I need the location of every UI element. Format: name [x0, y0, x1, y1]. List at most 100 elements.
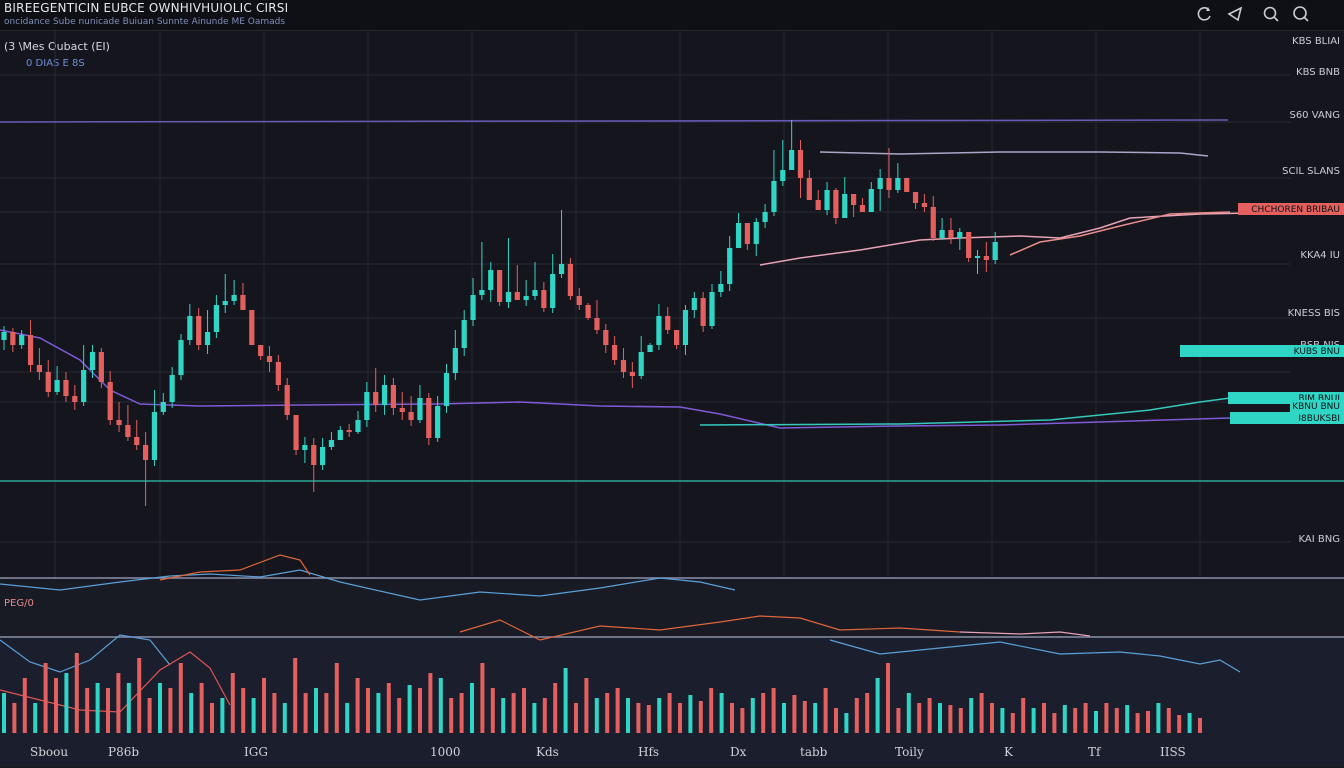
- volume-bar: [979, 693, 984, 733]
- candle-body: [532, 290, 538, 296]
- candle: [45, 360, 51, 397]
- volume-bar: [54, 678, 58, 733]
- candle-body: [567, 264, 573, 296]
- overlay-line: [819, 151, 1209, 157]
- candle-body: [877, 178, 883, 189]
- candle-body: [505, 292, 512, 302]
- price-tag-bg: [1180, 345, 1344, 357]
- volume-bar: [730, 703, 734, 733]
- candle: [160, 393, 166, 415]
- volume-bar: [64, 673, 69, 733]
- volume-bar: [43, 663, 48, 733]
- candle: [939, 218, 945, 240]
- candle: [762, 204, 768, 228]
- candle-body: [550, 274, 556, 308]
- candle: [408, 396, 414, 426]
- volume-bar: [678, 703, 682, 733]
- candle-body: [320, 447, 326, 465]
- volume-bar: [823, 688, 828, 733]
- volume-bar: [95, 683, 100, 733]
- candle: [957, 228, 963, 250]
- volume-bar: [553, 683, 558, 733]
- volume-bar: [106, 688, 110, 733]
- candle-body: [134, 437, 140, 445]
- candle-body: [231, 295, 237, 301]
- candle-body: [443, 373, 450, 406]
- candle-body: [19, 335, 25, 345]
- volume-bar: [844, 713, 849, 733]
- volume-bar: [542, 698, 547, 733]
- volume-bar: [449, 698, 454, 733]
- volume-bar: [490, 688, 495, 733]
- volume-bar: [1135, 713, 1140, 733]
- candle: [851, 194, 857, 217]
- candle: [558, 210, 565, 278]
- volume-bar: [178, 663, 183, 733]
- candle-body: [426, 398, 432, 438]
- candle-body: [54, 380, 60, 392]
- volume-bar: [1114, 708, 1119, 733]
- candle-body: [603, 330, 609, 345]
- top-bar: BIREEGENTICIN EUBCE OWNHIVHUIOLIC CIRSI …: [0, 0, 1344, 31]
- candle-body: [895, 178, 901, 190]
- candles: [1, 120, 998, 506]
- draw-icon[interactable]: [1226, 5, 1244, 23]
- volume-bar: [282, 703, 287, 733]
- overlay-line: [0, 329, 1290, 429]
- volume-bar: [470, 683, 474, 733]
- candle-body: [904, 178, 910, 192]
- candle: [921, 194, 927, 212]
- candle: [797, 140, 804, 198]
- candle: [355, 411, 361, 434]
- indicator-line: [0, 634, 171, 673]
- candle: [966, 232, 972, 262]
- candle: [452, 330, 458, 380]
- candle: [727, 236, 733, 291]
- candle: [682, 305, 689, 355]
- volume-bar: [1146, 711, 1150, 733]
- candle-body: [833, 190, 839, 218]
- candle-body: [612, 345, 618, 360]
- candle: [709, 284, 715, 329]
- search-icon[interactable]: [1262, 5, 1280, 23]
- zoom-icon[interactable]: [1292, 5, 1310, 23]
- candle-body: [930, 207, 936, 238]
- volume-bar: [199, 683, 204, 733]
- volume-bar: [906, 693, 911, 733]
- candle: [98, 348, 104, 388]
- volume-bar: [2, 693, 6, 733]
- volume-bar: [938, 703, 942, 733]
- indicator-line: [959, 631, 1091, 637]
- volume-bar: [990, 703, 994, 733]
- candle-body: [461, 320, 467, 348]
- volume-bar: [667, 693, 672, 733]
- volume-bar: [532, 703, 537, 733]
- volume-bar: [1104, 703, 1109, 733]
- candle: [700, 292, 706, 332]
- candle-body: [435, 406, 441, 438]
- candle-body: [744, 223, 750, 244]
- volume-bar: [1125, 705, 1130, 733]
- x-axis-tick: 1000: [430, 745, 461, 759]
- volume-bar: [563, 668, 568, 733]
- candle-body: [346, 430, 352, 432]
- price-tag: KBNU BNU: [1290, 400, 1344, 412]
- candle: [674, 330, 680, 349]
- volume-bar: [428, 673, 433, 733]
- candle: [178, 334, 184, 380]
- volume-bar: [740, 708, 745, 733]
- candle: [196, 308, 202, 350]
- candle-body: [948, 230, 954, 238]
- candle-body: [355, 420, 361, 432]
- candle: [328, 432, 335, 450]
- candle-body: [381, 385, 388, 405]
- volume-bar: [1166, 708, 1171, 733]
- candle-body: [983, 256, 989, 260]
- candle-body: [373, 392, 379, 405]
- refresh-icon[interactable]: [1196, 5, 1214, 23]
- y-axis-tick: KBS BNB: [1296, 67, 1340, 78]
- candle: [523, 280, 529, 306]
- candle-body: [27, 335, 34, 365]
- volume-bar: [636, 703, 641, 733]
